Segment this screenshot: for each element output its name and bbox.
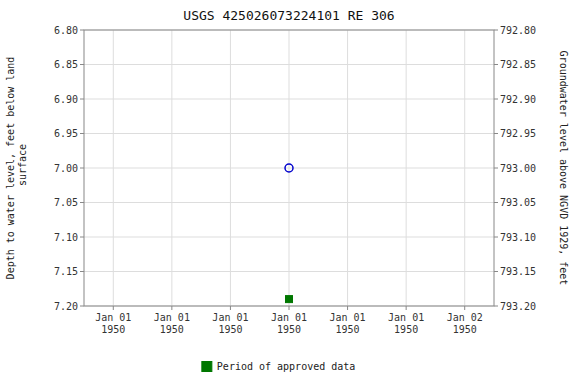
grid-line [289,30,290,306]
grid-line [347,30,348,306]
background [0,0,576,384]
tick-label: Jan 011950 [212,312,248,335]
y2-axis-label: Groundwater level above NGVD 1929, feet [558,51,569,286]
tick [406,306,407,310]
grid-line [113,30,114,306]
tick [494,64,498,65]
grid-line [464,30,465,306]
legend-label: Period of approved data [217,361,355,372]
y-axis: 6.80 6.85 6.90 6.95 7.00 7.05 7.10 7.15 7.20 [54,25,84,312]
tick-label: Jan 021950 [447,312,483,335]
title: USGS 425026073224101 RE 306 [183,8,394,23]
tick-label: Jan 011950 [95,312,131,335]
y-axis-label: Depth to water level, feet below land su… [5,57,28,280]
tick-label: Jan 011950 [330,312,366,335]
tick-label: 792.95 [500,128,536,139]
tick [494,168,498,169]
tick-label: 7.20 [54,301,78,312]
tick [464,306,465,310]
tick [80,271,84,272]
grid-line [406,30,407,306]
y2-axis: 793.20 793.15 793.10 793.05 793.00 792.95 792.… [494,25,536,312]
tick-label: 792.90 [500,94,536,105]
tick [494,30,498,31]
legend: Period of approved data [202,361,355,372]
tick-label: Jan 011950 [154,312,190,335]
tick [494,237,498,238]
tick [494,202,498,203]
tick-label: 6.85 [54,59,78,70]
tick-label: 792.85 [500,59,536,70]
tick [80,30,84,31]
grid-line [171,30,172,306]
x-axis: Jan 011950 Jan 011950 Jan 011950 Jan 011950… [95,306,483,335]
tick-label: 793.10 [500,232,536,243]
tick-label: 7.05 [54,197,78,208]
tick [80,202,84,203]
tick [80,64,84,65]
tick-label: 793.00 [500,163,536,174]
tick [80,168,84,169]
grid-line [230,30,231,306]
tick [113,306,114,310]
tick [171,306,172,310]
marks [285,164,293,303]
tick [494,133,498,134]
point [286,296,293,303]
tick-label: 792.80 [500,25,536,36]
tick [494,306,498,307]
tick-label: 6.95 [54,128,78,139]
plot-frame [84,30,494,306]
tick-label: 793.20 [500,301,536,312]
tick [80,133,84,134]
tick [494,271,498,272]
tick [80,306,84,307]
grid [84,30,494,306]
tick-label: Jan 011950 [271,312,307,335]
tick [80,237,84,238]
tick-label: 6.90 [54,94,78,105]
tick-label: Jan 011950 [388,312,424,335]
chart: 6.80 6.85 6.90 6.95 7.00 7.05 7.10 7.15 7.20 793.… [0,0,576,384]
tick [230,306,231,310]
tick [494,99,498,100]
tick [347,306,348,310]
legend-marker [202,362,212,372]
tick-label: 7.15 [54,266,78,277]
tick-label: 7.10 [54,232,78,243]
tick [80,99,84,100]
tick-label: 793.05 [500,197,536,208]
tick-label: 6.80 [54,25,78,36]
point [285,164,293,172]
tick-label: 793.15 [500,266,536,277]
tick-label: 7.00 [54,163,78,174]
tick [289,306,290,310]
